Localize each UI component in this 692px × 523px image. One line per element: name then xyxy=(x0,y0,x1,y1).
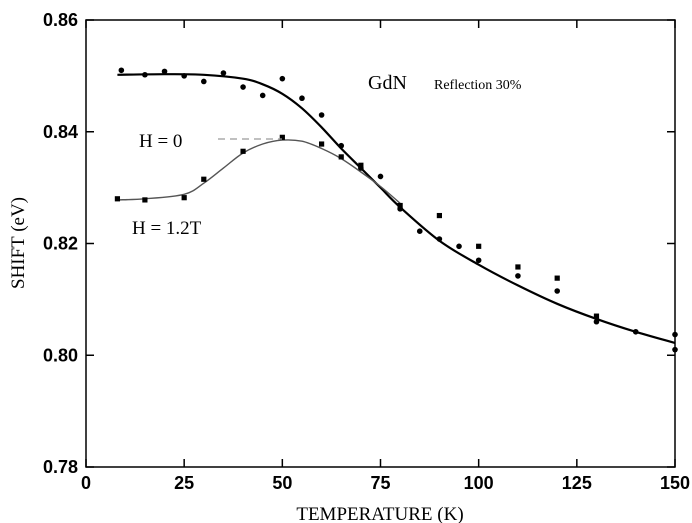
point-h-1-2t xyxy=(181,195,187,201)
y-tick-label: 0.78 xyxy=(43,457,78,477)
point-h-0 xyxy=(181,73,187,79)
h0-label: H = 0 xyxy=(139,131,182,152)
data-points xyxy=(114,67,678,353)
point-h-0 xyxy=(672,346,678,353)
point-h-1-2t xyxy=(201,176,207,182)
x-tick-label: 75 xyxy=(370,473,390,493)
point-h-0 xyxy=(338,142,345,149)
condition-label: Reflection 30% xyxy=(434,78,522,93)
point-h-0 xyxy=(318,112,325,118)
point-h-0 xyxy=(142,71,148,78)
y-tick-label: 0.82 xyxy=(43,234,78,254)
y-axis-ticks: 0.78 0.80 0.82 0.84 0.86 xyxy=(43,10,675,477)
point-h-0 xyxy=(240,84,246,90)
x-tick-label: 50 xyxy=(272,473,292,493)
point-h-0 xyxy=(416,228,423,235)
point-h-1-2t xyxy=(240,148,246,154)
point-h-0 xyxy=(377,173,384,180)
x-tick-label: 25 xyxy=(174,473,194,493)
point-h-1-2t xyxy=(279,134,285,140)
point-h-1-2t xyxy=(358,162,364,168)
point-h-0 xyxy=(515,273,521,279)
point-h-1-2t xyxy=(554,275,560,281)
point-h-0 xyxy=(456,243,462,250)
point-h-0 xyxy=(554,288,560,294)
point-h-0 xyxy=(201,78,207,85)
y-tick-label: 0.86 xyxy=(43,10,78,30)
point-h-0 xyxy=(672,331,678,338)
point-h-0 xyxy=(632,328,639,335)
x-tick-label: 0 xyxy=(81,473,91,493)
point-h-0 xyxy=(279,75,286,82)
point-h-1-2t xyxy=(142,197,148,203)
point-h-0 xyxy=(475,257,482,264)
y-axis-title: SHIFT (eV) xyxy=(8,197,29,289)
x-axis-ticks: 0 25 50 75 100 125 150 xyxy=(81,20,690,493)
point-h-0 xyxy=(118,67,125,74)
x-tick-label: 150 xyxy=(660,473,690,493)
fit-line-h-1-2t xyxy=(117,139,401,204)
point-h-1-2t xyxy=(436,212,442,219)
x-tick-label: 100 xyxy=(464,473,494,493)
point-h-1-2t xyxy=(338,154,344,160)
sample-label: GdN xyxy=(368,72,407,94)
point-h-0 xyxy=(436,236,443,242)
point-h-1-2t xyxy=(515,264,521,270)
y-tick-label: 0.80 xyxy=(43,345,78,365)
fit-curves xyxy=(117,73,676,345)
x-tick-label: 125 xyxy=(562,473,592,493)
point-h-0 xyxy=(593,318,600,325)
point-h-1-2t xyxy=(397,202,403,209)
point-h-0 xyxy=(220,70,227,76)
fit-line-h-0 xyxy=(117,73,676,345)
point-h-0 xyxy=(299,95,305,102)
point-h-1-2t xyxy=(476,243,482,249)
h12-label: H = 1.2T xyxy=(132,218,202,239)
point-h-1-2t xyxy=(114,196,121,202)
point-h-0 xyxy=(161,68,168,75)
x-axis-title: TEMPERATURE (K) xyxy=(296,504,463,523)
point-h-1-2t xyxy=(593,313,600,319)
point-h-1-2t xyxy=(319,141,325,147)
point-h-0 xyxy=(259,92,266,99)
y-tick-label: 0.84 xyxy=(43,122,78,142)
